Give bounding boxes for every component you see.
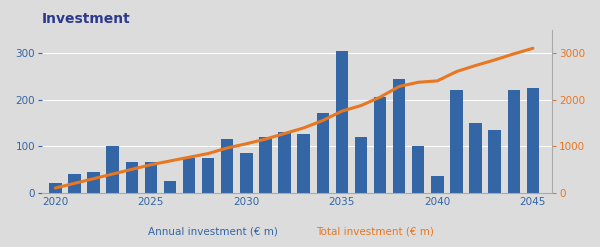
Bar xyxy=(335,51,348,193)
Bar xyxy=(106,146,119,193)
Bar xyxy=(469,123,482,193)
Bar xyxy=(431,176,443,193)
Bar xyxy=(412,146,424,193)
Bar xyxy=(88,172,100,193)
Bar xyxy=(488,130,501,193)
Bar xyxy=(49,183,62,193)
Bar xyxy=(527,88,539,193)
Bar xyxy=(278,132,291,193)
Bar xyxy=(355,137,367,193)
Bar xyxy=(183,158,195,193)
Bar xyxy=(298,134,310,193)
Bar xyxy=(374,97,386,193)
Bar xyxy=(164,181,176,193)
Text: Total investment (€ m): Total investment (€ m) xyxy=(316,227,434,237)
Bar xyxy=(508,90,520,193)
Bar xyxy=(450,90,463,193)
Bar xyxy=(240,153,253,193)
Bar xyxy=(393,79,406,193)
Text: Investment: Investment xyxy=(42,12,131,26)
Bar xyxy=(125,162,138,193)
Bar xyxy=(259,137,272,193)
Bar xyxy=(317,113,329,193)
Bar xyxy=(68,174,80,193)
Text: Annual investment (€ m): Annual investment (€ m) xyxy=(148,227,278,237)
Bar xyxy=(221,139,233,193)
Bar xyxy=(145,162,157,193)
Bar xyxy=(202,158,214,193)
